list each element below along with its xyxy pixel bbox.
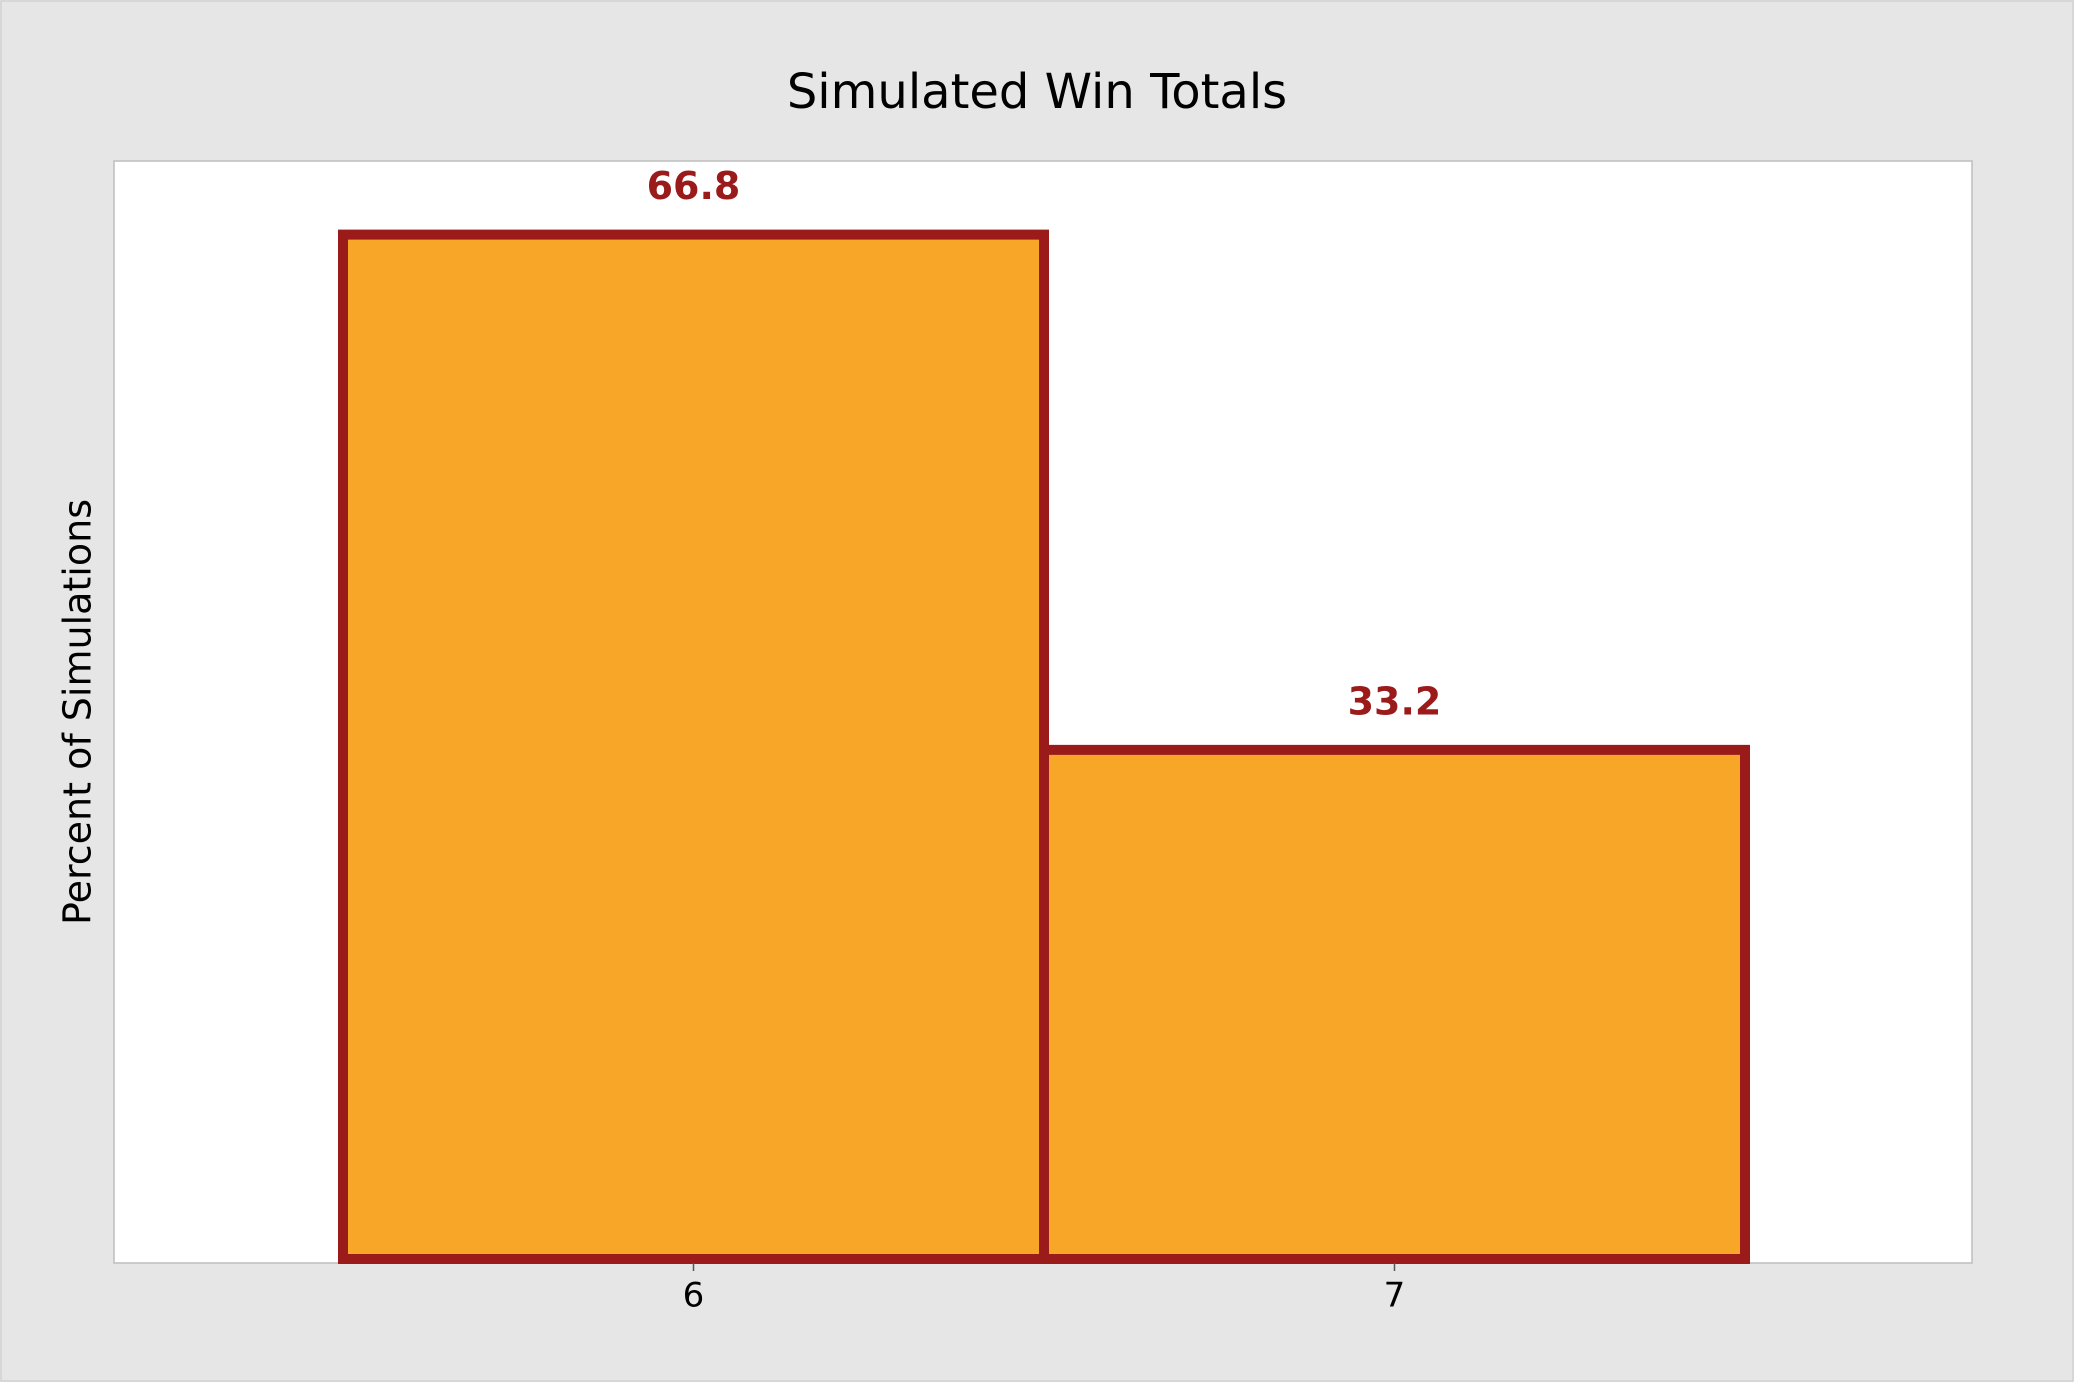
bar bbox=[1039, 744, 1750, 1264]
y-axis-label: Percent of Simulations bbox=[56, 499, 100, 925]
x-tick-label: 7 bbox=[1384, 1276, 1406, 1316]
x-tick-label: 6 bbox=[683, 1276, 705, 1316]
chart-title: Simulated Win Totals bbox=[787, 64, 1287, 120]
value-label: 33.2 bbox=[1348, 679, 1442, 723]
bar bbox=[338, 229, 1049, 1265]
value-label: 66.8 bbox=[647, 164, 741, 208]
